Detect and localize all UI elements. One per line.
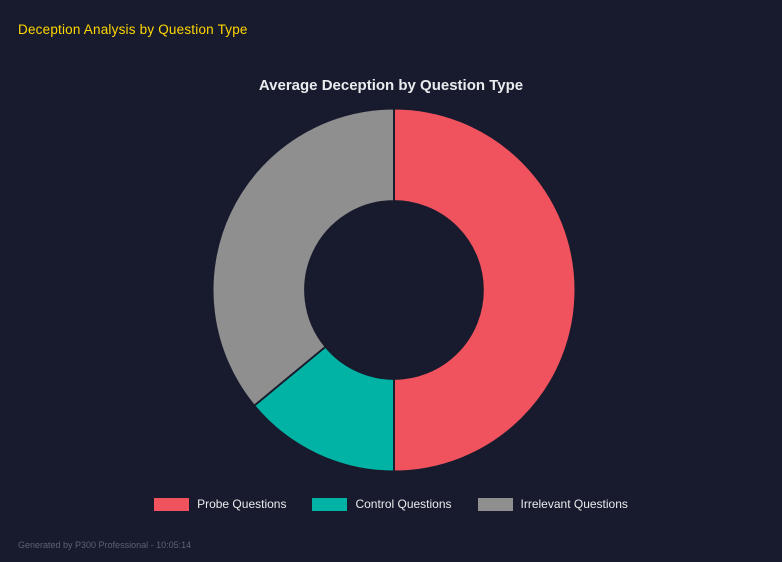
donut-chart xyxy=(211,107,577,473)
legend-item-irrelevant: Irrelevant Questions xyxy=(477,497,628,511)
legend-swatch xyxy=(477,497,513,511)
legend-label: Probe Questions xyxy=(197,497,287,511)
legend-label: Irrelevant Questions xyxy=(520,497,628,511)
legend-item-probe: Probe Questions xyxy=(154,497,286,511)
donut-segment-2 xyxy=(211,107,395,407)
legend-swatch xyxy=(154,497,190,511)
donut-segment-0 xyxy=(393,107,577,473)
legend-swatch xyxy=(312,497,348,511)
chart-title: Average Deception by Question Type xyxy=(258,77,524,94)
donut-chart-container xyxy=(205,101,583,479)
legend-label: Control Questions xyxy=(355,497,452,511)
legend-item-control: Control Questions xyxy=(312,497,452,511)
page-title: Deception Analysis by Question Type xyxy=(18,22,248,37)
chart-legend: Probe Questions Control Questions Irrele… xyxy=(0,497,782,511)
footer-text: Generated by P300 Professional - 10:05:1… xyxy=(18,540,192,550)
